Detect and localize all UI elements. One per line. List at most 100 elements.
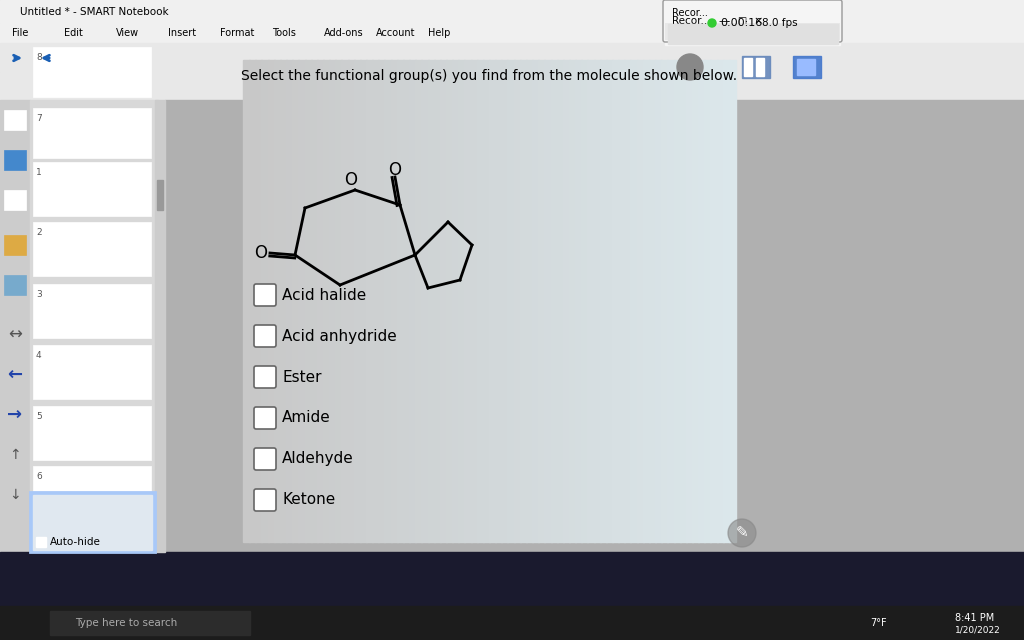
Bar <box>668 60 675 542</box>
Bar <box>665 3 840 45</box>
Bar <box>33 466 151 520</box>
Text: O: O <box>255 244 267 262</box>
Text: 8.0 fps: 8.0 fps <box>762 18 798 28</box>
Text: □: □ <box>737 16 746 26</box>
Bar <box>711 60 718 542</box>
Bar <box>378 60 385 542</box>
Text: Ester: Ester <box>282 369 322 385</box>
Bar <box>267 60 274 542</box>
Bar <box>756 58 764 76</box>
Text: O: O <box>388 161 401 179</box>
Bar <box>439 60 446 542</box>
Text: 0:00:16: 0:00:16 <box>720 18 762 28</box>
Bar <box>4 190 26 210</box>
Bar <box>36 537 46 547</box>
Text: Tools: Tools <box>272 28 296 38</box>
FancyBboxPatch shape <box>665 23 840 40</box>
Bar <box>502 60 509 542</box>
Bar <box>4 110 26 130</box>
Text: Auto-hide: Auto-hide <box>50 537 101 547</box>
Bar <box>698 60 706 542</box>
Bar <box>0 72 1024 100</box>
Bar <box>582 60 589 542</box>
Bar <box>612 60 620 542</box>
Bar <box>643 60 650 542</box>
Bar <box>618 60 626 542</box>
Text: Recor...: Recor... <box>672 16 711 26</box>
Bar <box>50 611 250 635</box>
Text: Recor...: Recor... <box>672 28 708 38</box>
FancyBboxPatch shape <box>663 0 842 42</box>
Text: →: → <box>7 406 23 424</box>
Bar <box>372 60 379 542</box>
Text: 3: 3 <box>36 290 42 299</box>
Bar <box>569 60 577 542</box>
Text: Format: Format <box>220 28 254 38</box>
Bar <box>563 60 570 542</box>
Text: O: O <box>344 171 357 189</box>
Bar <box>292 60 299 542</box>
Bar <box>686 60 693 542</box>
Bar <box>0 23 1024 43</box>
Text: Amide: Amide <box>282 410 331 426</box>
Bar <box>33 162 151 216</box>
Text: Recor...: Recor... <box>672 8 708 18</box>
Bar <box>453 60 459 542</box>
Bar <box>797 59 815 75</box>
Bar <box>4 235 26 255</box>
Bar <box>692 60 699 542</box>
Bar <box>793 56 821 78</box>
Text: 1: 1 <box>36 168 42 177</box>
Bar <box>409 60 416 542</box>
Text: Add-ons: Add-ons <box>324 28 364 38</box>
Bar <box>353 60 360 542</box>
Bar <box>366 60 373 542</box>
Bar <box>557 60 564 542</box>
Bar <box>0 100 30 552</box>
Bar <box>323 60 330 542</box>
Bar <box>304 60 311 542</box>
Bar <box>477 60 484 542</box>
Bar <box>742 56 770 78</box>
Bar <box>155 100 165 552</box>
Text: Untitled * - SMART Notebook: Untitled * - SMART Notebook <box>20 7 169 17</box>
Text: ↑: ↑ <box>9 448 20 462</box>
Bar <box>316 60 324 542</box>
Text: View: View <box>116 28 139 38</box>
Bar <box>668 24 838 44</box>
Bar <box>33 406 151 460</box>
Bar <box>539 60 546 542</box>
Bar <box>4 275 26 295</box>
Bar <box>390 60 397 542</box>
Bar <box>514 60 521 542</box>
Bar <box>680 60 687 542</box>
Bar <box>483 60 490 542</box>
Text: ↔: ↔ <box>8 326 22 344</box>
Bar <box>298 60 305 542</box>
FancyBboxPatch shape <box>254 366 276 388</box>
Bar <box>243 60 250 542</box>
Text: Type here to search: Type here to search <box>75 618 177 628</box>
Circle shape <box>708 19 716 27</box>
Bar <box>0 0 1024 23</box>
Bar <box>465 60 471 542</box>
Text: Acid halide: Acid halide <box>282 287 367 303</box>
Bar <box>705 60 712 542</box>
Text: 2: 2 <box>36 228 42 237</box>
Text: 1/20/2022: 1/20/2022 <box>955 625 1000 634</box>
Bar <box>0 552 1024 640</box>
Bar <box>33 108 151 158</box>
Bar <box>606 60 613 542</box>
Bar <box>575 60 583 542</box>
Bar <box>249 60 256 542</box>
Bar <box>600 60 607 542</box>
Bar <box>273 60 281 542</box>
FancyBboxPatch shape <box>254 284 276 306</box>
Bar <box>4 150 26 170</box>
Bar <box>396 60 403 542</box>
Bar <box>471 60 478 542</box>
Bar <box>30 492 155 552</box>
Text: Ketone: Ketone <box>282 493 335 508</box>
Bar <box>508 60 515 542</box>
Text: File: File <box>12 28 29 38</box>
